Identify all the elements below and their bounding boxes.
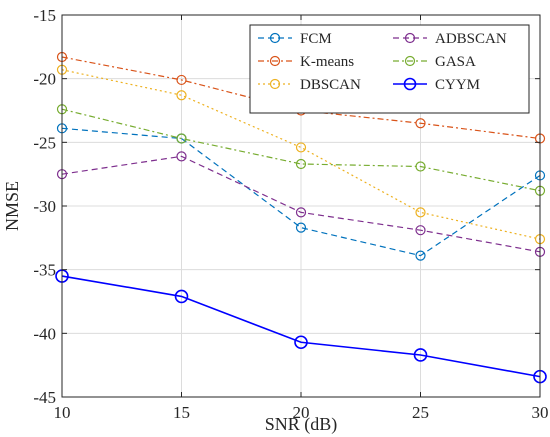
- series-cyym: [55, 269, 547, 384]
- plot-frame: [61, 14, 541, 398]
- tick-labels: 10 15 20 25 30 -15 -20 -25 -30 -35 -40 -45: [33, 6, 548, 422]
- x-tick-label: 30: [532, 403, 549, 422]
- legend-item-cyym: CYYM: [393, 77, 480, 93]
- y-tick-label: -25: [33, 133, 56, 152]
- series-line-dbscan: [61, 69, 541, 240]
- y-tick-label: -35: [33, 261, 56, 280]
- legend-item-k-means: K-means: [258, 54, 354, 70]
- data-point-cyym: [174, 289, 189, 304]
- x-axis-label: SNR (dB): [265, 414, 338, 435]
- y-tick-label: -45: [33, 388, 56, 407]
- data-point-fcm: [295, 222, 307, 233]
- data-point-adbscan: [176, 151, 187, 162]
- series-line-adbscan: [61, 155, 541, 253]
- legend-marker-dbscan: [269, 78, 281, 90]
- legend-box: [249, 24, 530, 114]
- x-tick-label: 10: [54, 403, 71, 422]
- x-tick-label: 20: [293, 403, 310, 422]
- legend-marker-adbscan: [404, 32, 416, 44]
- y-tick-label: -15: [33, 6, 56, 25]
- data-point-dbscan: [295, 142, 307, 153]
- legend-marker-k-means: [269, 55, 281, 67]
- data-point-adbscan: [415, 225, 426, 236]
- series-line-cyym: [61, 275, 541, 378]
- legend-label-k-means: K-means: [300, 54, 354, 70]
- legend-item-gasa: GASA: [393, 54, 476, 70]
- data-point-k-means: [415, 118, 426, 129]
- legend-marker-gasa: [404, 55, 416, 67]
- legend-marker-cyym: [403, 77, 417, 91]
- y-tick-label: -40: [33, 324, 56, 343]
- legend: FCM K-means DBSCAN ADBSCAN GASA CYYM: [249, 24, 530, 114]
- legend-item-dbscan: DBSCAN: [258, 77, 361, 93]
- legend-item-adbscan: ADBSCAN: [393, 31, 507, 47]
- y-axis-label: NMSE: [2, 181, 22, 231]
- series-adbscan: [56, 151, 546, 257]
- data-point-cyym: [294, 335, 308, 350]
- legend-label-fcm: FCM: [300, 31, 332, 47]
- x-tick-label: 25: [412, 403, 429, 422]
- legend-label-cyym: CYYM: [435, 77, 480, 93]
- legend-item-fcm: FCM: [258, 31, 332, 47]
- legend-marker-fcm: [269, 32, 281, 44]
- data-point-dbscan: [176, 90, 187, 101]
- data-point-gasa: [176, 133, 187, 144]
- data-point-gasa: [295, 158, 307, 170]
- y-tick-label: -20: [33, 70, 56, 89]
- data-point-fcm: [415, 250, 426, 261]
- legend-label-adbscan: ADBSCAN: [435, 31, 507, 47]
- legend-label-dbscan: DBSCAN: [300, 77, 361, 93]
- data-point-adbscan: [295, 207, 307, 218]
- legend-label-gasa: GASA: [435, 54, 476, 70]
- data-point-k-means: [176, 74, 187, 86]
- x-tick-label: 15: [173, 403, 190, 422]
- data-point-gasa: [415, 161, 426, 172]
- y-tick-label: -30: [33, 197, 56, 216]
- data-point-cyym: [413, 348, 428, 362]
- data-point-dbscan: [415, 207, 426, 218]
